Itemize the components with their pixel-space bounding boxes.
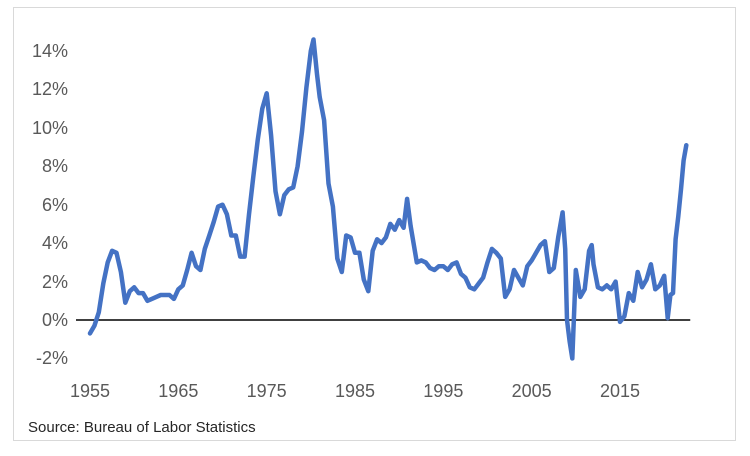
x-tick-label: 2005 bbox=[511, 381, 552, 401]
y-tick-label: 2% bbox=[41, 271, 68, 292]
y-tick-label: 10% bbox=[31, 117, 68, 138]
y-tick-label: 8% bbox=[41, 156, 68, 177]
y-tick-label: 0% bbox=[41, 310, 68, 330]
x-tick-label: 1985 bbox=[334, 381, 376, 401]
x-tick-label: 1975 bbox=[246, 381, 287, 401]
y-tick-label: 12% bbox=[31, 79, 68, 100]
source-note: Source: Bureau of Labor Statistics bbox=[28, 419, 256, 436]
inflation-line bbox=[87, 37, 689, 361]
y-tick-label: -2% bbox=[35, 348, 68, 369]
chart-frame bbox=[13, 7, 736, 441]
x-tick-label: 1995 bbox=[423, 381, 464, 401]
x-tick-label: 2015 bbox=[599, 381, 641, 401]
x-tick-label: 1965 bbox=[158, 381, 199, 401]
y-tick-label: 6% bbox=[41, 194, 68, 215]
y-tick-label: 14% bbox=[31, 41, 68, 61]
x-tick-label: 1955 bbox=[69, 381, 111, 401]
y-tick-label: 4% bbox=[41, 233, 68, 254]
